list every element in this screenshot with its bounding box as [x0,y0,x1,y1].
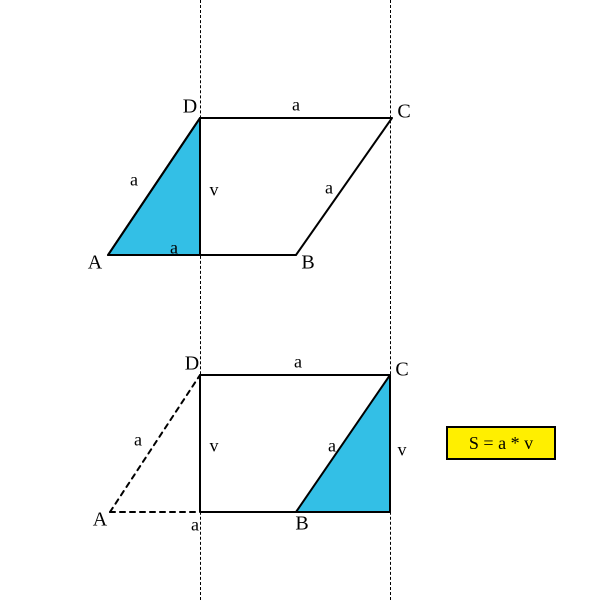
edge-label: v [398,440,407,461]
vertex-label: D [185,353,199,376]
vertex-label: B [301,252,314,275]
edge-label: a [134,430,142,451]
edge-label: v [210,180,219,201]
edge-label: a [325,178,333,199]
edge-label: a [130,170,138,191]
vertex-label: D [183,96,197,119]
figure-2 [0,0,600,600]
edge-label: a [292,95,300,116]
edge-label: a [191,515,199,536]
vertex-label: A [88,252,102,275]
edge-label: a [328,436,336,457]
area-formula-text: S = a * v [469,433,533,454]
vertex-label: B [295,513,308,536]
edge-label: a [294,352,302,373]
diagram-canvas: A B C Da a a a v A B C Da a a a v v S = a * v [0,0,600,600]
vertex-label: C [395,359,408,382]
vertex-label: A [93,509,107,532]
edge-label: a [170,238,178,259]
vertex-label: C [397,101,410,124]
edge-label: v [210,436,219,457]
area-formula: S = a * v [446,426,556,460]
